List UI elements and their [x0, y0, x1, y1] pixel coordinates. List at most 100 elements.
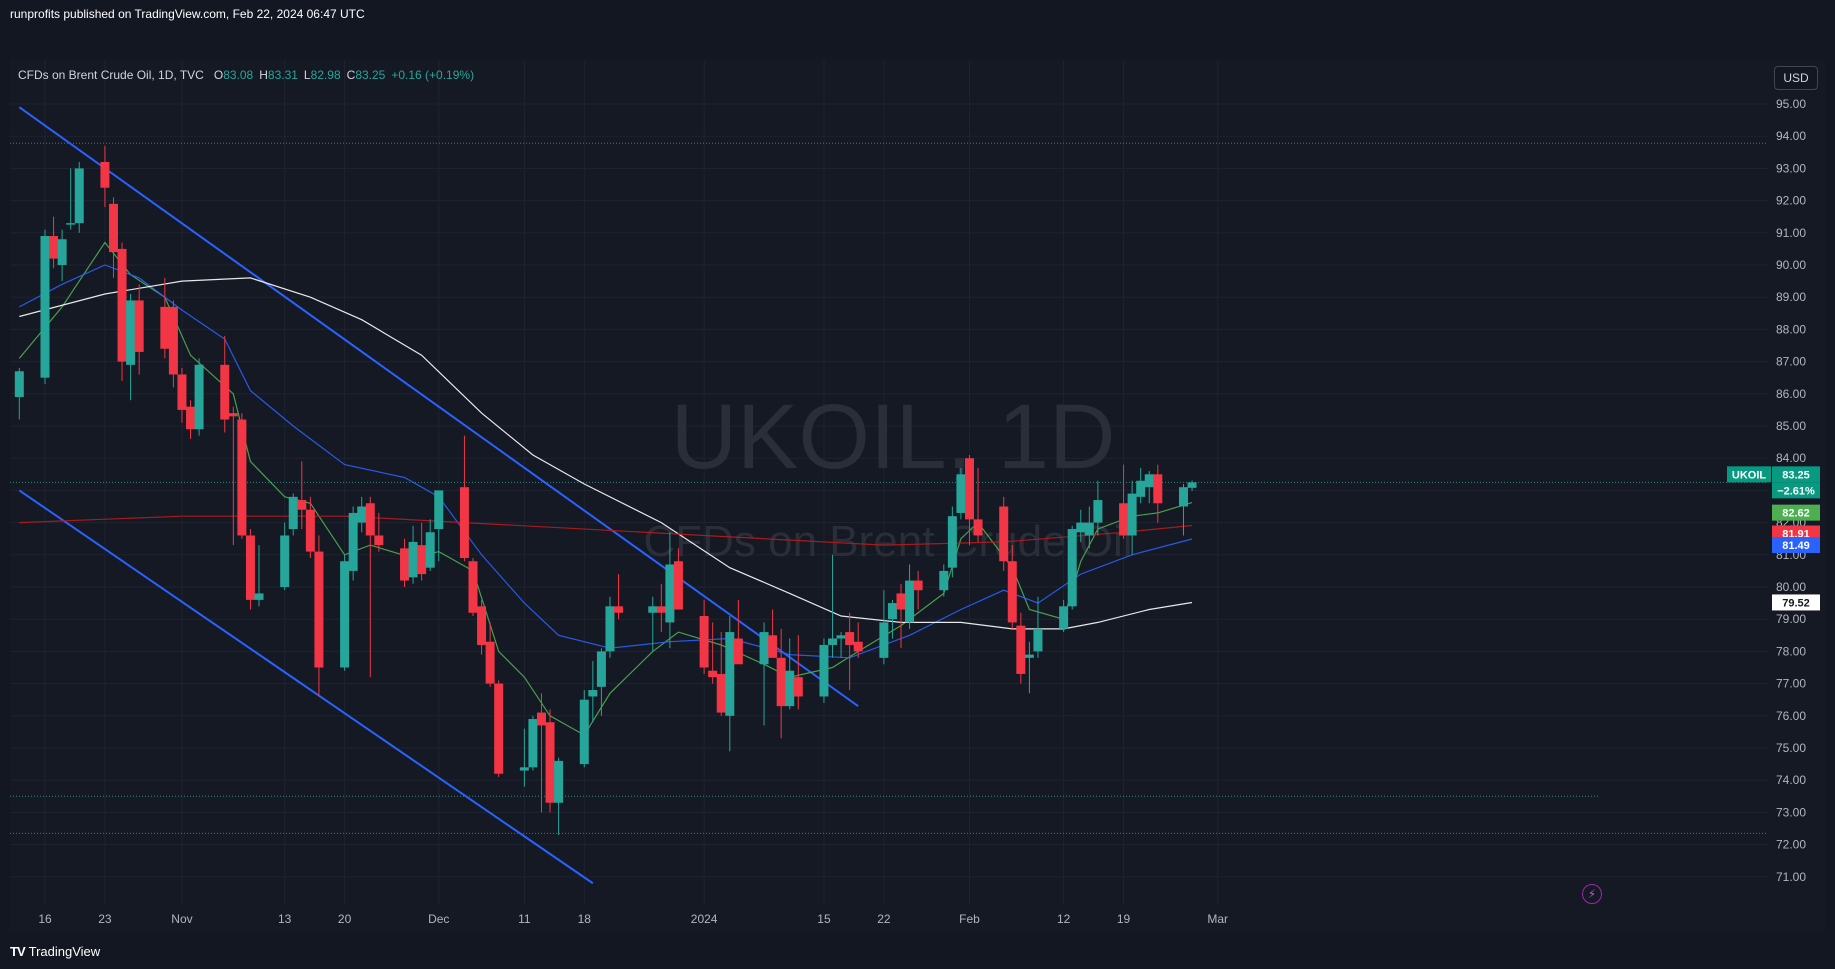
lightning-icon[interactable]: ⚡	[1582, 884, 1602, 904]
candle-body	[759, 632, 769, 665]
brand-name: TradingView	[28, 944, 101, 959]
candle-body	[340, 561, 350, 668]
candle-body	[425, 532, 435, 568]
y-tick-label: 84.00	[1776, 451, 1806, 465]
candle-body	[699, 615, 709, 668]
price-axis-tag	[1772, 482, 1820, 499]
candle-body	[245, 535, 255, 600]
x-tick-label: 2024	[691, 912, 718, 926]
low-label: L	[303, 68, 311, 82]
y-tick-label: 92.00	[1776, 194, 1806, 208]
candle-body	[459, 487, 469, 559]
candle-body	[605, 606, 615, 652]
candle-body	[194, 364, 204, 430]
y-tick-label: 74.00	[1776, 773, 1806, 787]
candle-body	[845, 632, 855, 645]
x-tick-label: Mar	[1207, 912, 1228, 926]
candle-body	[117, 248, 127, 362]
x-tick-label: 18	[578, 912, 592, 926]
close-value: 83.25	[355, 68, 386, 82]
candle-body	[725, 632, 735, 716]
y-tick-label: 88.00	[1776, 322, 1806, 336]
x-tick-label: Nov	[171, 912, 192, 926]
candle-body	[254, 593, 264, 600]
candle-body	[554, 760, 564, 803]
candle-body	[947, 516, 957, 568]
candle-body	[1076, 522, 1086, 533]
candle-body	[186, 406, 196, 430]
candle-body	[519, 767, 529, 771]
plot-area[interactable]	[10, 106, 1768, 885]
y-tick-label: 73.00	[1776, 805, 1806, 819]
candle-body	[485, 641, 495, 684]
candle-body	[1016, 625, 1026, 674]
high-label: H	[259, 68, 268, 82]
candle-body	[374, 535, 384, 546]
x-tick-label: 11	[518, 912, 531, 926]
candle-body	[237, 419, 247, 536]
y-tick-label: 71.00	[1776, 870, 1806, 884]
candle-body	[134, 300, 144, 352]
candle-body	[1127, 493, 1137, 536]
candle-body	[999, 506, 1009, 562]
y-tick-label: 75.00	[1776, 741, 1806, 755]
candle-body	[400, 548, 410, 581]
candle-body	[665, 564, 675, 623]
candle-body	[305, 509, 315, 552]
x-tick-label: Dec	[428, 912, 449, 926]
candle-body	[528, 719, 538, 768]
publish-header: runprofits published on TradingView.com,…	[0, 0, 1835, 28]
currency-button[interactable]: USD	[1774, 66, 1818, 90]
candle-body	[288, 496, 298, 530]
candle-body	[964, 458, 974, 520]
candle-body	[434, 490, 444, 530]
candle-body	[1033, 628, 1043, 652]
y-tick-label: 86.00	[1776, 387, 1806, 401]
x-tick-label: 13	[278, 912, 292, 926]
x-tick-label: 23	[98, 912, 112, 926]
candle-body	[614, 606, 624, 613]
candle-body	[733, 638, 743, 665]
candle-body	[536, 712, 546, 726]
candle-body	[1144, 474, 1154, 488]
candle-body	[656, 606, 666, 613]
tradingview-brand[interactable]: TV TradingView	[10, 944, 100, 959]
candle-body	[280, 535, 290, 587]
y-tick-label: 80.00	[1776, 580, 1806, 594]
candle-body	[836, 635, 846, 639]
candle-body	[357, 506, 367, 523]
symbol-price-tag	[1727, 466, 1771, 483]
symbol-price-tag-text: UKOIL	[1732, 469, 1767, 481]
price-axis-tag-text: 82.62	[1782, 508, 1810, 520]
candle-body	[477, 606, 487, 645]
candle-body	[220, 364, 230, 420]
y-tick-label: 76.00	[1776, 709, 1806, 723]
candle-body	[14, 371, 24, 398]
candle-body	[1007, 561, 1017, 623]
candle-body	[588, 690, 598, 697]
channel-trendline	[18, 489, 594, 885]
candle-body	[828, 638, 838, 645]
candle-body	[1084, 522, 1094, 536]
candle-body	[648, 606, 658, 613]
x-tick-label: 20	[338, 912, 352, 926]
x-tick-label: 19	[1117, 912, 1131, 926]
y-tick-label: 78.00	[1776, 644, 1806, 658]
candle-body	[348, 512, 358, 571]
y-tick-label: 87.00	[1776, 355, 1806, 369]
candle-body	[1136, 480, 1146, 497]
price-axis-tag-text: −2.61%	[1777, 485, 1815, 497]
symbol-legend: CFDs on Brent Crude Oil, 1D, TVC O83.08 H8…	[18, 68, 474, 82]
open-label: O	[213, 68, 224, 82]
moving-average-line	[19, 277, 1193, 630]
watermark-ticker: UKOIL, 1D	[671, 386, 1116, 488]
high-value: 83.31	[267, 68, 298, 82]
candle-body	[819, 644, 829, 697]
candle-body	[913, 580, 923, 591]
symbol-description[interactable]: CFDs on Brent Crude Oil, 1D, TVC	[18, 68, 204, 82]
y-tick-label: 72.00	[1776, 838, 1806, 852]
price-axis-tag	[1772, 537, 1820, 554]
candle-body	[673, 561, 683, 610]
price-axis-tag-text: 83.25	[1782, 469, 1810, 481]
